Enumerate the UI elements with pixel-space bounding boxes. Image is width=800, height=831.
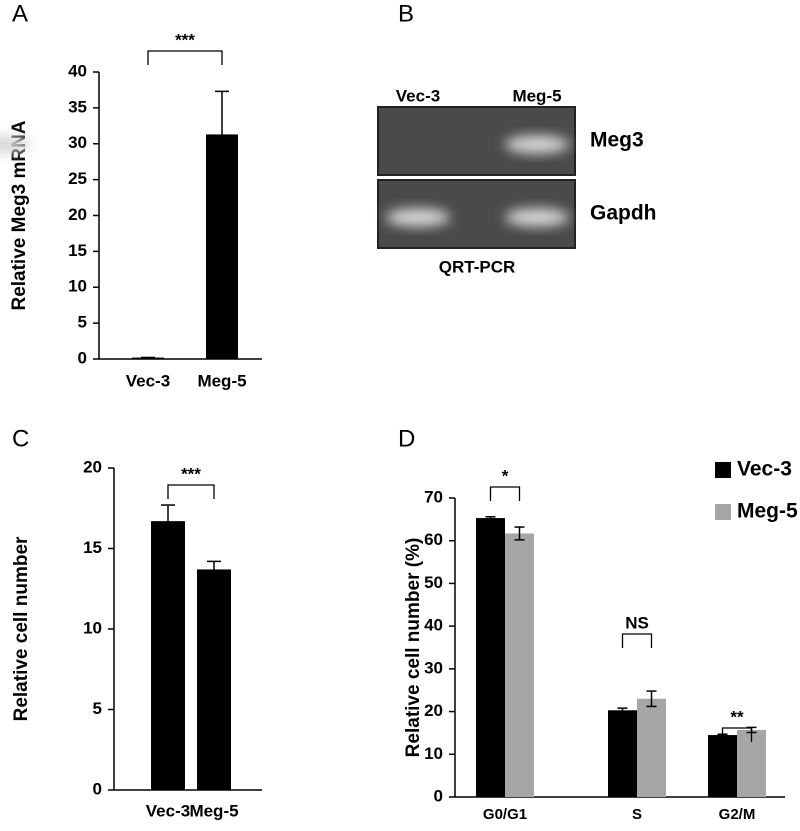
panel-label: A xyxy=(12,0,28,27)
x-tick-label: Meg-5 xyxy=(189,801,238,820)
y-tick-label: 70 xyxy=(424,487,443,506)
bar xyxy=(505,533,534,797)
bar xyxy=(608,710,637,797)
y-tick-label: 20 xyxy=(424,701,443,720)
panel-label: C xyxy=(12,425,29,452)
row-label: Gapdh xyxy=(590,202,657,225)
bar xyxy=(708,735,737,797)
y-tick-label: 10 xyxy=(68,277,87,296)
significance-label: NS xyxy=(625,613,649,632)
y-tick-label: 10 xyxy=(83,618,102,637)
y-axis-label: Relative Meg3 mRNA xyxy=(9,120,30,310)
significance-bracket xyxy=(489,486,521,501)
y-tick-label: 60 xyxy=(424,530,443,549)
legend-label: Vec-3 xyxy=(737,458,792,481)
y-tick-label: 15 xyxy=(68,241,87,260)
y-tick-label: 10 xyxy=(424,744,443,763)
significance-bracket xyxy=(621,633,653,648)
significance-label: *** xyxy=(175,30,195,49)
gel-band xyxy=(386,208,450,227)
x-tick-label: Meg-5 xyxy=(197,371,246,390)
y-tick-label: 5 xyxy=(78,313,87,332)
bar xyxy=(132,357,164,359)
panel-label: D xyxy=(398,425,415,452)
gel-band xyxy=(0,135,32,154)
x-tick-label: Vec-3 xyxy=(126,371,170,390)
panel-label: B xyxy=(398,0,414,27)
x-tick-label: G2/M xyxy=(719,806,756,823)
significance-label: *** xyxy=(181,464,201,483)
x-tick-label: G0/G1 xyxy=(483,806,527,823)
significance-bracket xyxy=(147,50,223,65)
significance-bracket xyxy=(167,484,215,499)
significance-label: ** xyxy=(730,707,744,726)
gel-band xyxy=(505,135,569,154)
bar xyxy=(197,569,231,790)
x-tick-label: Vec-3 xyxy=(146,801,190,820)
y-tick-label: 30 xyxy=(68,133,87,152)
bar xyxy=(151,521,185,790)
legend-swatch xyxy=(715,504,731,520)
gel-band xyxy=(505,208,569,227)
y-tick-label: 15 xyxy=(83,538,102,557)
y-axis-label: Relative cell number (%) xyxy=(403,538,424,758)
lane-label: Vec-3 xyxy=(396,86,440,105)
y-tick-label: 40 xyxy=(68,61,87,80)
y-tick-label: 25 xyxy=(68,169,87,188)
bar xyxy=(476,518,505,797)
lane-label: Meg-5 xyxy=(512,86,561,105)
significance-label: * xyxy=(502,466,509,485)
y-tick-label: 50 xyxy=(424,573,443,592)
y-tick-label: 40 xyxy=(424,616,443,635)
y-tick-label: 20 xyxy=(68,205,87,224)
significance-bracket xyxy=(721,727,753,742)
y-tick-label: 5 xyxy=(93,699,102,718)
row-label: Meg3 xyxy=(590,129,644,152)
y-tick-label: 0 xyxy=(434,786,443,805)
legend-label: Meg-5 xyxy=(737,500,798,523)
y-tick-label: 35 xyxy=(68,97,87,116)
legend-swatch xyxy=(715,462,731,478)
bar xyxy=(206,134,238,359)
gel-caption: QRT-PCR xyxy=(439,257,516,276)
bar xyxy=(637,698,666,797)
y-tick-label: 0 xyxy=(93,779,102,798)
x-tick-label: S xyxy=(632,806,642,823)
y-tick-label: 20 xyxy=(83,457,102,476)
y-axis-label: Relative cell number xyxy=(11,536,32,721)
y-tick-label: 30 xyxy=(424,658,443,677)
y-tick-label: 0 xyxy=(78,348,87,367)
